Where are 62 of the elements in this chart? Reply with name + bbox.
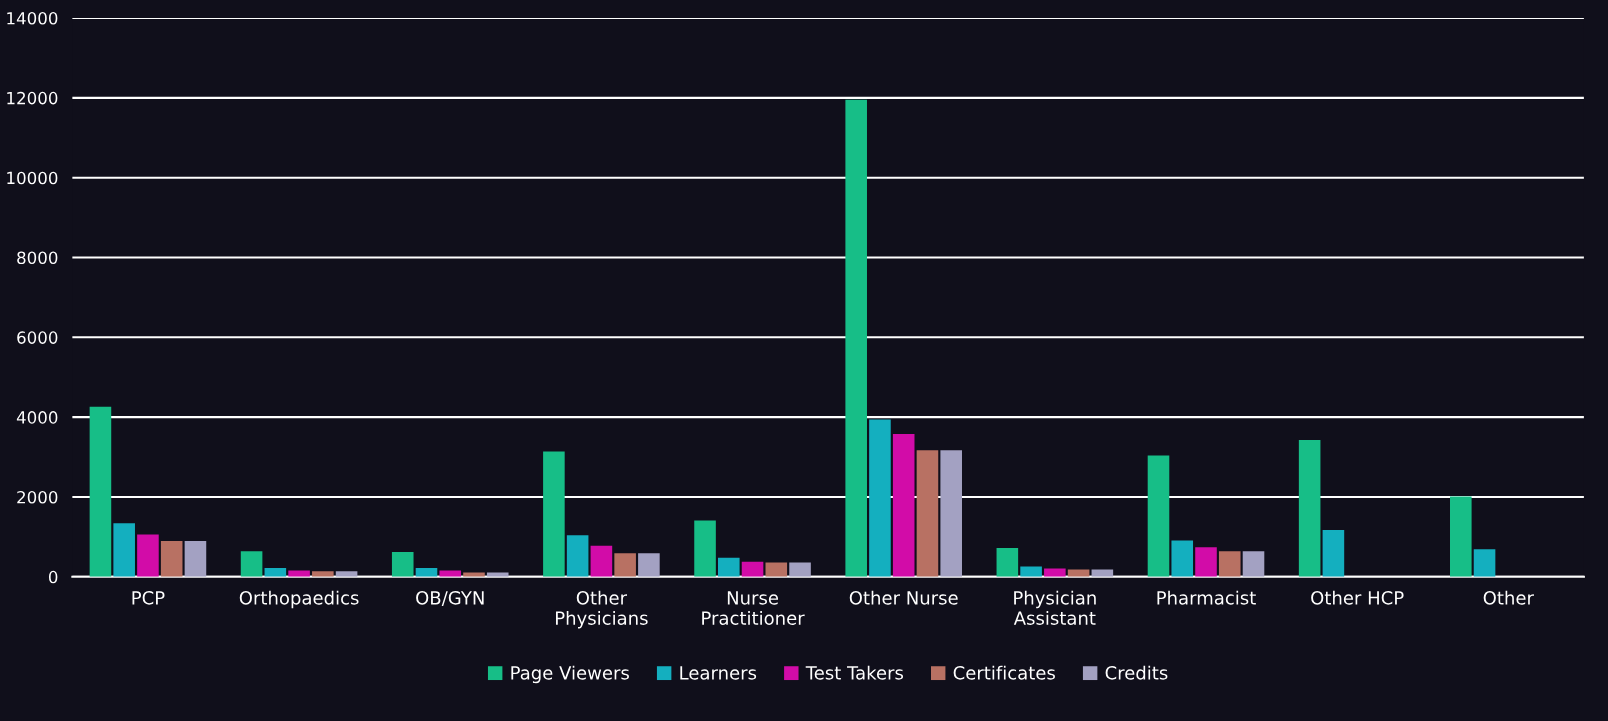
legend-label: Certificates — [953, 665, 1055, 680]
bar — [892, 433, 915, 577]
bar — [638, 553, 660, 577]
bar — [89, 406, 112, 577]
bar — [1473, 549, 1496, 577]
bar — [1218, 551, 1241, 577]
bar — [1020, 566, 1042, 577]
legend-label: Learners — [680, 666, 757, 680]
bar — [1044, 568, 1066, 577]
x-tick-label: Other — [1483, 590, 1534, 605]
bar — [1450, 496, 1472, 577]
y-tick-label: 10000 — [7, 171, 58, 185]
bar — [312, 571, 334, 577]
bar — [765, 562, 788, 577]
bar — [590, 545, 613, 577]
x-tick-label: PCP — [132, 591, 165, 605]
x-tick-label: Nurse Practitioner — [702, 591, 805, 625]
bar — [614, 553, 636, 577]
bar — [486, 572, 509, 577]
x-tick-label: Physician Assistant — [1013, 590, 1096, 625]
y-tick-label: 4000 — [16, 411, 58, 424]
bar — [717, 557, 740, 577]
y-tick-label: 6000 — [17, 331, 58, 344]
bar — [439, 570, 462, 577]
legend-label: Page Viewers — [511, 665, 629, 684]
bar — [543, 451, 565, 577]
bar — [113, 523, 135, 577]
bar — [1298, 439, 1321, 577]
y-tick-label: 8000 — [17, 251, 58, 265]
bar — [996, 548, 1019, 577]
bar — [1171, 540, 1194, 577]
y-tick-label: 2000 — [17, 490, 58, 504]
bar — [741, 561, 764, 577]
bar — [940, 450, 962, 577]
bar — [694, 520, 716, 577]
x-tick-label: Pharmacist — [1157, 590, 1256, 605]
y-tick-label: 12000 — [7, 91, 58, 105]
x-tick-label: Other Nurse — [849, 590, 958, 605]
bar — [1242, 551, 1265, 577]
bar — [1195, 547, 1217, 577]
x-tick-label: Other Physicians — [556, 590, 648, 629]
bar — [845, 99, 867, 577]
y-tick-label: 0 — [48, 570, 58, 584]
bar — [566, 535, 589, 577]
y-tick-label: 14000 — [7, 11, 58, 25]
legend-label: Test Takers — [805, 665, 904, 680]
bar — [463, 572, 485, 577]
bar — [184, 540, 207, 577]
bar — [869, 419, 891, 577]
bar — [916, 450, 939, 577]
bar — [160, 540, 183, 577]
bar — [391, 552, 414, 577]
x-tick-label: OB/GYN — [416, 591, 484, 607]
bar — [1147, 455, 1170, 577]
bar — [137, 534, 159, 577]
legend-label: Credits — [1105, 665, 1168, 680]
bar — [288, 570, 310, 577]
x-tick-label: Orthopaedics — [239, 590, 359, 609]
x-tick-label: Other HCP — [1311, 590, 1404, 605]
bar — [789, 562, 811, 577]
bar — [1322, 530, 1345, 577]
bar — [240, 551, 263, 577]
